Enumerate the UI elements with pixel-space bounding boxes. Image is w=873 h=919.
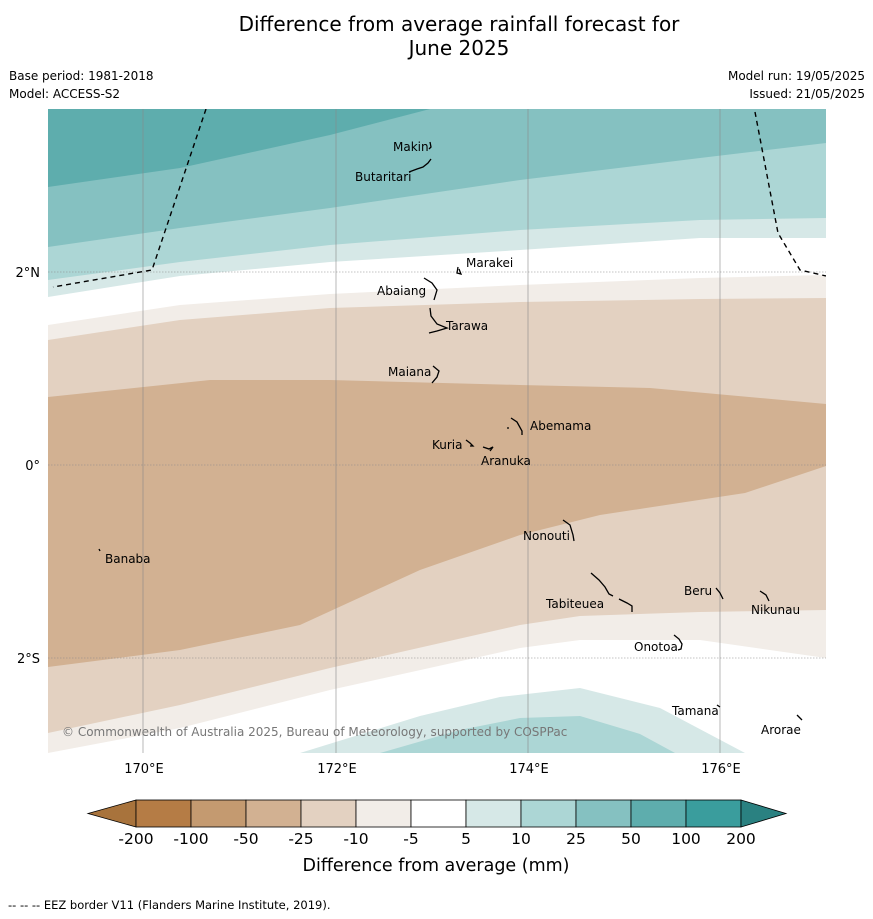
label-makin: Makin: [393, 140, 429, 154]
band-minus-25: [48, 380, 826, 667]
meta-right: Model run: 19/05/2025 Issued: 21/05/2025: [728, 67, 865, 103]
label-nikunau: Nikunau: [751, 603, 800, 617]
label-marakei: Marakei: [466, 256, 513, 270]
colorbar-segment: [190, 799, 247, 828]
lat-label-0: 0°: [25, 459, 40, 474]
colorbar-segment: [410, 799, 467, 828]
colorbar-title: Difference from average (mm): [302, 856, 569, 876]
title-line-1: Difference from average rainfall forecas…: [238, 12, 680, 36]
label-onotoa: Onotoa: [634, 640, 678, 654]
colorbar-tick-label: 100: [671, 830, 701, 848]
colorbar: [86, 799, 788, 828]
colorbar-tick-label: -25: [288, 830, 313, 848]
colorbar-segment: [245, 799, 302, 828]
copyright-notice: © Commonwealth of Australia 2025, Bureau…: [62, 725, 567, 739]
label-butaritari: Butaritari: [355, 170, 412, 184]
label-tamana: Tamana: [671, 704, 719, 718]
longitude-labels: 170°E 172°E 174°E 176°E: [124, 762, 741, 777]
colorbar-tick-label: -5: [403, 830, 418, 848]
colorbar-segment: [520, 799, 577, 828]
colorbar-tick-label: -200: [118, 830, 153, 848]
label-arorae: Arorae: [761, 723, 801, 737]
colorbar-tick-label: -10: [343, 830, 368, 848]
colorbar-tick-label: 10: [511, 830, 531, 848]
label-nonouti: Nonouti: [523, 529, 570, 543]
model-name: Model: ACCESS-S2: [9, 87, 121, 101]
issued-date: Issued: 21/05/2025: [749, 87, 865, 101]
lon-label-174e: 174°E: [509, 762, 549, 777]
map-title: Difference from average rainfall forecas…: [0, 12, 873, 60]
lon-label-172e: 172°E: [317, 762, 357, 777]
eez-border-west: [52, 109, 207, 288]
title-line-2: June 2025: [408, 36, 510, 60]
colorbar-tick-label: -50: [233, 830, 258, 848]
eez-border-east: [754, 111, 826, 277]
label-banaba: Banaba: [105, 552, 151, 566]
lon-label-176e: 176°E: [701, 762, 741, 777]
colorbar-tick-label: 200: [726, 830, 756, 848]
colorbar-segment: [630, 799, 687, 828]
colorbar-segment: [685, 799, 742, 828]
lon-label-170e: 170°E: [124, 762, 164, 777]
map-area: Makin Butaritari Marakei Abaiang Tarawa …: [48, 109, 826, 753]
colorbar-tick-label: -100: [173, 830, 208, 848]
eez-footnote: -- -- -- EEZ border V11 (Flanders Marine…: [8, 898, 331, 912]
colorbar-segment: [135, 799, 192, 828]
meta-left: Base period: 1981-2018 Model: ACCESS-S2: [9, 67, 154, 103]
colorbar-tick-label: 50: [621, 830, 641, 848]
graticule: [48, 109, 826, 753]
colorbar-segment: [575, 799, 632, 828]
colorbar-segment: [465, 799, 522, 828]
label-tarawa: Tarawa: [445, 319, 488, 333]
label-aranuka: Aranuka: [481, 454, 531, 468]
model-run: Model run: 19/05/2025: [727, 69, 865, 83]
colorbar-segment: [355, 799, 412, 828]
label-tabiteuea: Tabiteuea: [545, 597, 604, 611]
band-plus-25-south: [380, 716, 675, 753]
colorbar-segment: [300, 799, 357, 828]
colorbar-tick-label: 25: [566, 830, 586, 848]
colorbar-tick-label: 5: [461, 830, 471, 848]
latitude-labels: 2°N 0° 2°S: [16, 266, 41, 667]
lat-label-2s: 2°S: [17, 652, 40, 667]
label-beru: Beru: [684, 584, 712, 598]
label-abemama: Abemama: [530, 419, 591, 433]
label-abaiang: Abaiang: [377, 284, 426, 298]
lat-label-2n: 2°N: [16, 266, 41, 281]
colorbar-extend-high: [740, 799, 788, 828]
label-maiana: Maiana: [388, 365, 431, 379]
place-labels: Makin Butaritari Marakei Abaiang Tarawa …: [105, 140, 801, 737]
band-plus-100: [48, 109, 430, 187]
label-kuria: Kuria: [432, 438, 463, 452]
base-period: Base period: 1981-2018: [9, 69, 154, 83]
colorbar-extend-low: [86, 799, 137, 828]
island-outlines: [98, 141, 803, 721]
colorbar-ticks: -200 -100 -50 -25 -10 -5 5 10 25 50 100 200: [118, 830, 755, 848]
